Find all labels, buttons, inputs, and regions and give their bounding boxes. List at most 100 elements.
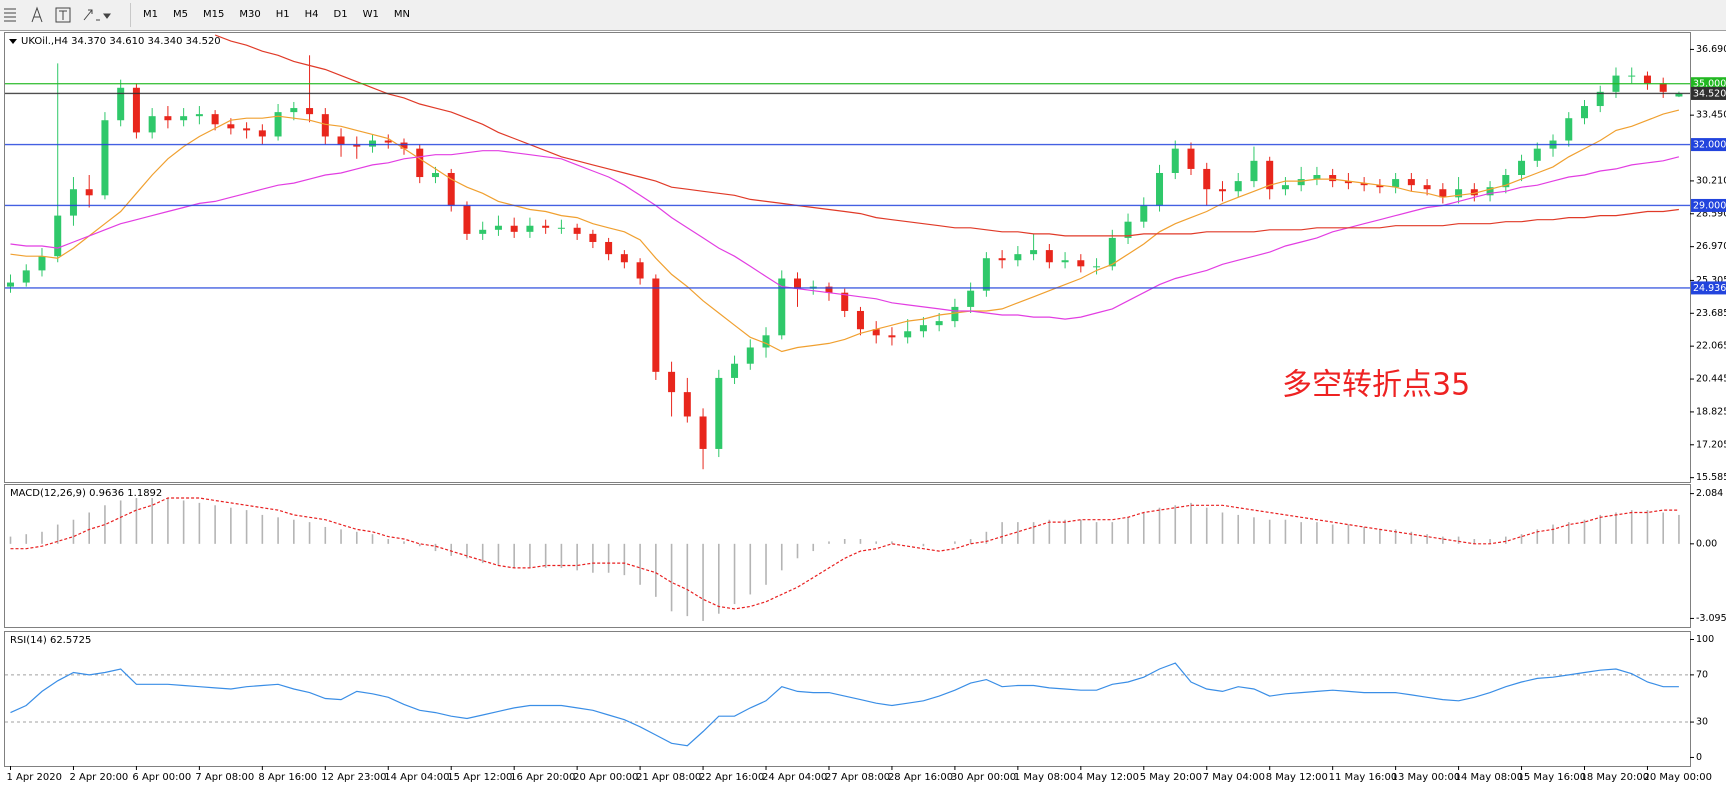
candle-body [337,136,345,145]
candle-body [243,128,251,131]
timeframe-button[interactable]: M30 [239,9,261,20]
candle-body [447,172,455,206]
candle-body [825,286,833,293]
candle-body [7,282,14,287]
candle-body [919,325,927,332]
candle-body [982,258,990,291]
candle-body [1124,221,1132,238]
candle-body [699,416,707,449]
timeframe-button[interactable]: M15 [203,9,225,20]
candle-body [620,254,628,263]
timeframe-button[interactable]: D1 [333,9,348,20]
candle-body [117,87,125,121]
candle-body [132,87,140,133]
candle-body [54,215,62,257]
timeframe-button[interactable]: H1 [275,9,290,20]
icon-group [4,6,111,23]
x-tick-label: 4 May 12:00 [1077,772,1139,783]
timeframe-button[interactable]: W1 [362,9,379,20]
candle-body [180,116,188,121]
y-tick-label: 0 [1696,752,1702,763]
candle-body [1187,148,1195,169]
candle-body [715,377,723,449]
candle-body [1407,179,1415,186]
candle-body [1108,237,1116,267]
x-tick-label: 22 Apr 16:00 [699,772,764,783]
candle-body [888,335,896,338]
x-tick-label: 24 Apr 04:00 [762,772,827,783]
timeframe-button[interactable]: M1 [143,9,158,20]
x-tick-label: 11 May 16:00 [1329,772,1398,783]
candle-body [227,124,235,129]
y-tick-label: 22.065 [1696,341,1726,352]
icon-text[interactable] [31,6,43,23]
y-tick-label: 18.825 [1696,406,1726,417]
candle-body [1628,75,1636,77]
x-tick-label: 21 Apr 08:00 [636,772,701,783]
candle-body [258,130,266,137]
candle-body [573,227,581,234]
indicator-line [10,662,1679,747]
candle-body [85,189,93,196]
candle-body [1234,181,1242,192]
candle-body [856,310,864,330]
macd-panel-frame [4,484,1691,628]
timeframe-button[interactable]: H4 [304,9,319,20]
candle-body [1203,168,1211,190]
candle-body [1140,205,1148,222]
x-tick-label: 1 Apr 2020 [7,772,62,783]
x-tick-label: 20 Apr 00:00 [573,772,638,783]
candle-body [967,290,975,307]
icon-label-box[interactable] [55,7,71,23]
candle-body [1218,189,1226,192]
timeframe-button[interactable]: M5 [173,9,188,20]
timeframe-bar: M1 M5 M15 M30 H1 H4 D1 W1 MN [130,3,419,27]
candle-body [1171,148,1179,173]
candle-body [1675,93,1683,97]
candle-body [195,114,203,117]
candle-body [1533,148,1541,161]
x-tick-label: 16 Apr 20:00 [510,772,575,783]
icon-dropdown[interactable] [103,13,111,19]
y-tick-label: 30.210 [1696,175,1726,186]
candle-body [652,278,660,372]
candle-body [431,172,439,178]
candle-body [1659,83,1667,92]
candle-body [148,116,156,133]
candle-body [668,371,676,393]
y-tick-label: 28.590 [1696,208,1726,219]
candle-body [369,140,377,147]
candle-body [778,278,786,336]
candle-body [101,120,109,196]
candle-body [1030,250,1038,255]
y-tick-label: 0.00 [1696,538,1717,549]
toolbar-icons [4,6,111,23]
level-tag [1691,138,1726,152]
candle-body [762,335,770,348]
y-tick-label: 23.685 [1696,308,1726,319]
timeframe-button[interactable]: MN [393,9,410,20]
x-tick-label: 8 May 12:00 [1266,772,1328,783]
level-tag [1691,281,1726,295]
icon-label[interactable] [59,10,67,20]
candle-body [353,144,361,147]
candle-body [951,306,959,322]
moving-average [10,109,1680,353]
candle-body [605,241,613,255]
candle-body [557,227,565,229]
y-tick-label: 2.084 [1696,488,1723,499]
level-label: 24.936 [1693,283,1726,294]
candle-body [542,225,550,228]
x-tick-label: 13 May 00:00 [1392,772,1461,783]
annotation: 多空转折点35 [1282,368,1470,403]
candle-body [794,278,801,289]
candle-body [683,392,691,417]
icon-list[interactable] [4,8,16,22]
candle-body [1439,189,1447,198]
candle-body [1250,160,1258,182]
candle-body [38,256,46,271]
candle-body [1423,185,1431,190]
icon-arrows[interactable] [83,9,100,21]
